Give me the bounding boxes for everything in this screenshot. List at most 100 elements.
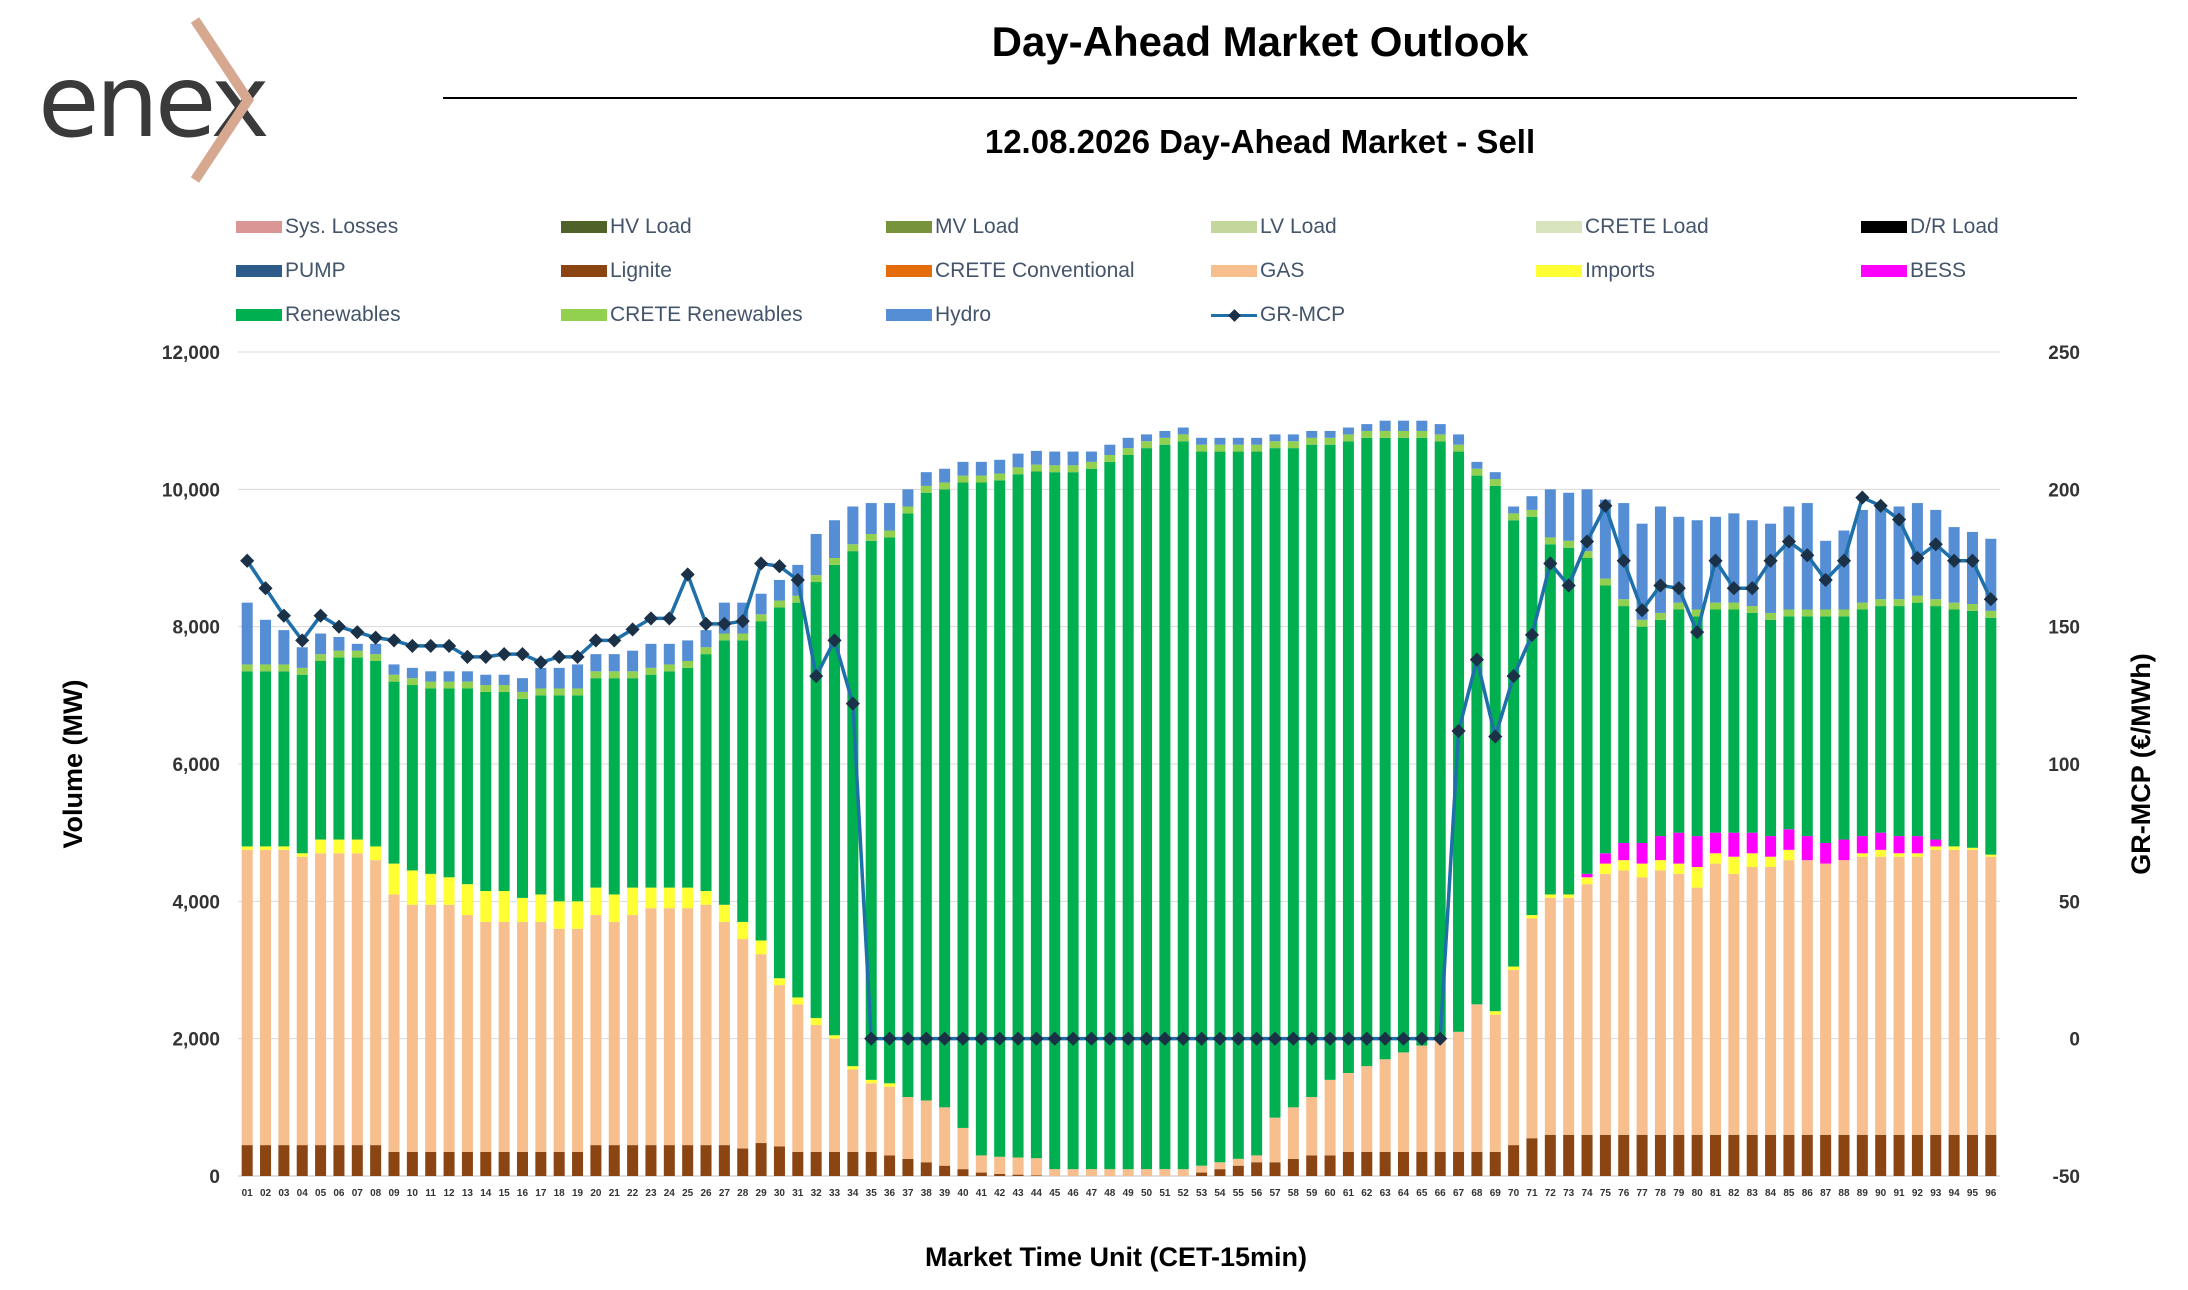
bar-hydro <box>1746 520 1758 607</box>
gr-mcp-point <box>460 649 475 664</box>
bar-crete-renewables <box>1673 602 1685 610</box>
bar-hydro <box>1232 437 1244 445</box>
bar-renewables <box>994 480 1006 1157</box>
bar-crete-renewables <box>443 681 455 689</box>
bar-gas <box>461 915 473 1152</box>
bar-gas <box>1654 870 1666 1135</box>
x-tick-label: 09 <box>388 1188 400 1199</box>
x-tick-label: 19 <box>572 1188 584 1199</box>
gr-mcp-point <box>735 614 750 629</box>
gr-mcp-point <box>662 611 677 626</box>
bar-crete-renewables <box>975 475 987 483</box>
legend-item-crete-load: CRETE Load <box>1536 212 1709 242</box>
x-tick-label: 70 <box>1508 1188 1520 1199</box>
bar-imports <box>1526 915 1538 919</box>
bar-lignite <box>1581 1134 1593 1176</box>
bar-renewables <box>1214 451 1226 1163</box>
bar-imports <box>810 1018 822 1025</box>
bar-gas <box>1269 1117 1281 1163</box>
bar-bess <box>1673 832 1685 864</box>
y2-tick-label: 150 <box>2048 618 2080 639</box>
bar-lignite <box>865 1151 877 1176</box>
bar-gas <box>315 853 327 1146</box>
bar-crete-renewables <box>1104 455 1116 462</box>
x-tick-label: 50 <box>1141 1188 1153 1199</box>
bar-gas <box>1930 849 1942 1135</box>
bar-renewables <box>1196 451 1208 1166</box>
bar-crete-renewables <box>388 674 400 682</box>
bar-lignite <box>1746 1134 1758 1176</box>
bar-crete-renewables <box>1838 609 1850 617</box>
bar-hydro <box>406 667 418 679</box>
legend-swatch <box>886 265 932 277</box>
x-axis-title: Market Time Unit (CET-15min) <box>925 1242 1307 1272</box>
bar-bess <box>1691 836 1703 867</box>
bar-hydro <box>1196 437 1208 445</box>
bar-bess <box>1654 836 1666 861</box>
x-tick-label: 42 <box>994 1188 1006 1199</box>
bar-crete-renewables <box>1489 479 1501 486</box>
bar-hydro <box>1691 520 1703 610</box>
bar-crete-renewables <box>1856 602 1868 610</box>
x-tick-label: 23 <box>645 1188 657 1199</box>
bar-gas <box>1508 970 1520 1146</box>
bar-hydro <box>1434 424 1446 435</box>
bar-hydro <box>773 579 785 601</box>
bar-renewables <box>608 678 620 895</box>
y2-tick-label: -50 <box>2053 1167 2080 1188</box>
bar-hydro <box>1067 451 1079 466</box>
gr-mcp-point <box>1873 498 1888 513</box>
bar-lignite <box>829 1151 841 1176</box>
y2-tick-label: 250 <box>2048 343 2080 364</box>
bar-gas <box>773 985 785 1147</box>
bar-renewables <box>443 688 455 878</box>
y2-tick-label: 200 <box>2048 480 2080 501</box>
bar-lignite <box>315 1145 327 1176</box>
bar-imports <box>278 846 290 850</box>
bar-gas <box>1361 1066 1373 1152</box>
gr-mcp-point <box>1818 572 1833 588</box>
bar-bess <box>1599 853 1611 864</box>
legend-line-marker <box>1211 300 1257 330</box>
bar-imports <box>1985 854 1997 857</box>
gr-mcp-point <box>1378 1031 1393 1046</box>
x-tick-label: 37 <box>902 1188 914 1199</box>
gr-mcp-point <box>1212 1031 1228 1046</box>
x-tick-label: 52 <box>1178 1188 1190 1199</box>
gr-mcp-point <box>974 1031 989 1046</box>
bar-lignite <box>443 1151 455 1176</box>
gr-mcp-point <box>1469 652 1484 667</box>
bar-crete-renewables <box>1636 619 1648 627</box>
bar-hydro <box>443 671 455 682</box>
bar-imports <box>718 904 730 922</box>
bar-renewables <box>1838 616 1850 840</box>
bar-crete-renewables <box>333 650 345 658</box>
x-tick-label: 43 <box>1012 1188 1024 1199</box>
bar-crete-renewables <box>682 661 694 668</box>
gr-mcp-point <box>1359 1031 1374 1046</box>
bar-lignite <box>1306 1155 1318 1176</box>
bar-lignite <box>406 1151 418 1176</box>
bar-gas <box>260 849 272 1146</box>
gr-mcp-point <box>1066 1031 1081 1046</box>
bar-gas <box>1104 1169 1116 1176</box>
bar-lignite <box>333 1145 345 1176</box>
bar-hydro <box>682 640 694 661</box>
bar-hydro <box>1581 489 1593 552</box>
bar-crete-renewables <box>553 688 565 696</box>
bar-lignite <box>1838 1134 1850 1176</box>
legend-swatch <box>1536 221 1582 233</box>
x-tick-label: 10 <box>407 1188 419 1199</box>
bar-lignite <box>994 1173 1006 1176</box>
bar-renewables <box>572 695 584 902</box>
bar-crete-renewables <box>994 473 1006 481</box>
x-tick-label: 49 <box>1123 1188 1135 1199</box>
bar-lignite <box>792 1151 804 1176</box>
bar-renewables <box>1104 461 1116 1170</box>
bar-hydro <box>1379 420 1391 431</box>
bar-gas <box>755 954 767 1144</box>
x-tick-label: 78 <box>1655 1188 1667 1199</box>
bar-renewables <box>1471 475 1483 1005</box>
bar-lignite <box>1728 1134 1740 1176</box>
